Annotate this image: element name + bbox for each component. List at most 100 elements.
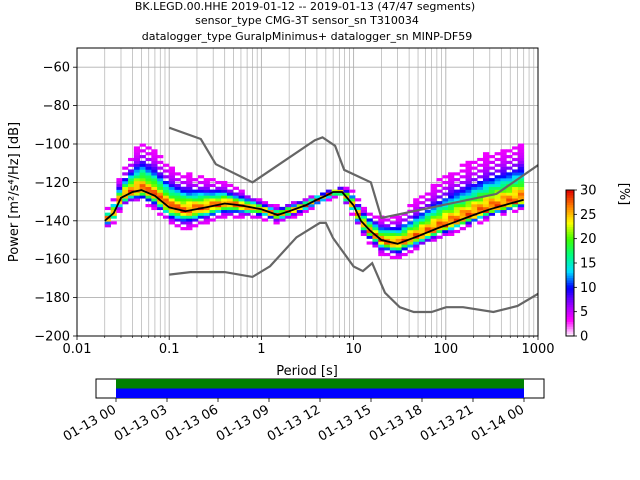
histogram-cell xyxy=(157,166,164,170)
histogram-cell xyxy=(517,186,525,190)
colorbar-step xyxy=(566,211,574,215)
histogram-cell xyxy=(407,238,414,242)
histogram-cell xyxy=(436,209,443,213)
colorbar-step xyxy=(566,236,574,240)
histogram-cell xyxy=(395,227,402,231)
histogram-cell xyxy=(436,189,443,193)
histogram-cell xyxy=(157,155,164,159)
histogram-cell xyxy=(308,204,315,208)
histogram-cell xyxy=(372,229,379,234)
histogram-cell xyxy=(360,232,368,236)
histogram-cell xyxy=(401,241,408,245)
histogram-cell xyxy=(424,224,432,228)
histogram-cell xyxy=(512,204,519,208)
histogram-cell xyxy=(226,201,234,205)
histogram-cell xyxy=(168,195,175,199)
histogram-cell xyxy=(128,157,135,162)
histogram-cell xyxy=(354,209,362,213)
histogram-cell xyxy=(494,198,501,202)
colorbar-step xyxy=(566,292,574,296)
histogram-cell xyxy=(360,227,368,231)
histogram-cell xyxy=(296,212,303,216)
histogram-cell xyxy=(174,201,181,205)
histogram-cell xyxy=(424,238,432,242)
histogram-cell xyxy=(174,209,181,213)
histogram-cell xyxy=(500,209,507,213)
histogram-cell xyxy=(465,175,472,179)
histogram-cell xyxy=(477,183,484,188)
histogram-cell xyxy=(232,206,239,211)
histogram-cell xyxy=(459,169,466,173)
histogram-cell xyxy=(133,149,141,153)
histogram-cell xyxy=(378,250,385,254)
timeline-tick-label: 01-13 00 xyxy=(61,402,119,444)
histogram-cell xyxy=(401,232,408,236)
histogram-cell xyxy=(226,192,234,196)
histogram-cell xyxy=(448,172,455,176)
histogram-cell xyxy=(273,221,280,225)
histogram-cell xyxy=(128,192,135,196)
histogram-cell xyxy=(162,175,170,179)
histogram-cell xyxy=(500,180,507,185)
histogram-cell xyxy=(477,206,484,211)
histogram-cell xyxy=(221,198,228,202)
histogram-cell xyxy=(482,218,490,222)
histogram-cell xyxy=(139,178,146,182)
histogram-cell xyxy=(517,169,525,173)
colorbar: 0 5 10 15 20 25 30 [%] xyxy=(565,183,631,345)
histogram-cell xyxy=(512,183,519,188)
histogram-cell xyxy=(494,204,501,208)
histogram-cell xyxy=(459,215,466,219)
histogram-cell xyxy=(477,189,484,193)
colorbar-step xyxy=(566,333,574,337)
histogram-cell xyxy=(116,189,123,193)
histogram-cell xyxy=(465,172,472,176)
histogram-cell xyxy=(465,224,472,228)
plot-frame xyxy=(76,47,539,337)
histogram-cell xyxy=(453,215,461,219)
histogram-cell xyxy=(110,198,117,202)
histogram-cell xyxy=(174,195,181,199)
histogram-cell xyxy=(494,195,501,199)
histogram-cell xyxy=(378,232,385,236)
histogram-cell xyxy=(384,229,391,234)
colorbar-tick-label: 25 xyxy=(580,208,597,223)
histogram-cell xyxy=(238,198,245,202)
histogram-cell xyxy=(145,175,152,179)
histogram-cell xyxy=(360,215,368,219)
histogram-cell xyxy=(477,201,484,205)
colorbar-ticks: 0 5 10 15 20 25 30 xyxy=(574,184,597,345)
histogram-cell xyxy=(436,201,443,205)
histogram-cell xyxy=(133,152,141,156)
histogram-cell xyxy=(517,201,525,205)
histogram-cell xyxy=(232,209,239,213)
histogram-cell xyxy=(244,204,251,208)
histogram-cell xyxy=(430,229,437,234)
histogram-cell xyxy=(413,198,420,202)
histogram-cell xyxy=(378,241,385,245)
histogram-cell xyxy=(366,224,373,228)
chart-title-line-3: datalogger_type GuralpMinimus+ datalogge… xyxy=(142,30,473,43)
histogram-cell xyxy=(302,209,309,213)
histogram-cell xyxy=(267,206,274,211)
histogram-cell xyxy=(378,229,385,234)
histogram-cell xyxy=(430,201,437,205)
histogram-cell xyxy=(413,215,420,219)
histogram-cell xyxy=(279,206,286,211)
histogram-cell xyxy=(157,195,164,199)
histogram-cell xyxy=(162,195,170,199)
histogram-cell xyxy=(192,212,199,216)
histogram-cell xyxy=(139,163,146,167)
histogram-cell xyxy=(465,221,472,225)
histogram-cell xyxy=(494,152,501,156)
histogram-cell xyxy=(372,238,379,242)
histogram-cell xyxy=(384,232,391,236)
y-tick-label: −140 xyxy=(34,214,70,229)
histogram-cell xyxy=(122,195,129,199)
histogram-cell xyxy=(384,247,391,251)
histogram-cell xyxy=(459,212,466,216)
histogram-cell xyxy=(453,218,461,222)
histogram-cell xyxy=(413,221,420,225)
histogram-cell xyxy=(168,204,175,208)
histogram-cell xyxy=(442,218,449,222)
